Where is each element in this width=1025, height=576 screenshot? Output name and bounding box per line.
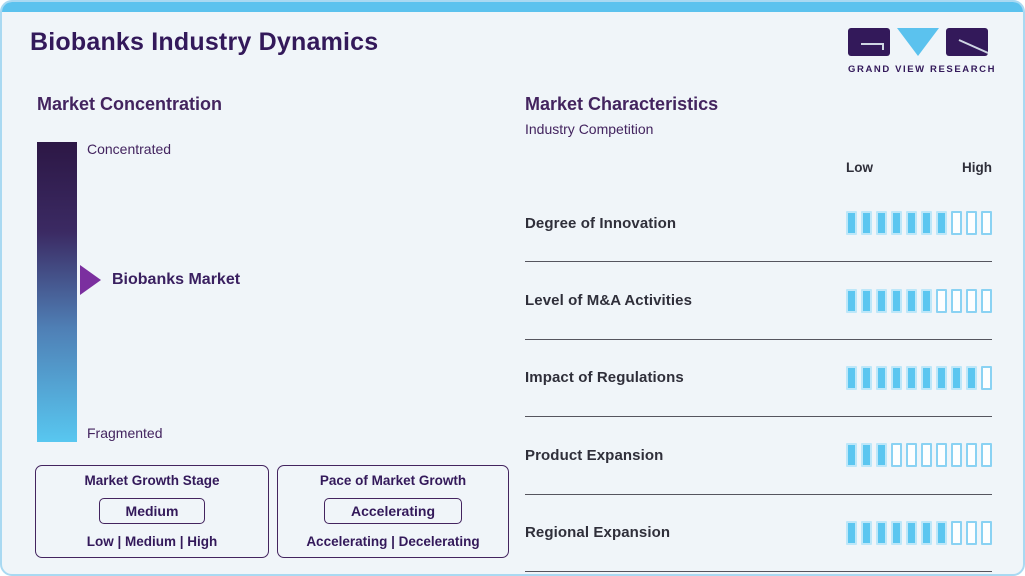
scale-low-label: Low: [846, 160, 873, 175]
rating-bar-filled: [906, 288, 917, 313]
rating-bar-filled: [906, 211, 917, 236]
rating-bar-filled: [876, 211, 887, 236]
rating-bar-empty: [981, 443, 992, 468]
rating-bar-empty: [891, 443, 902, 468]
rating-bar-filled: [906, 520, 917, 545]
rating-bar-filled: [921, 211, 932, 236]
rating-bar-empty: [981, 365, 992, 390]
characteristic-label: Product Expansion: [525, 446, 664, 464]
marker-label: Biobanks Market: [112, 271, 241, 288]
concentration-gradient-bar: [37, 142, 77, 442]
pace-options: Accelerating | Decelerating: [306, 534, 480, 549]
rating-bar-empty: [981, 211, 992, 236]
gvr-logo-g-icon: [848, 28, 890, 56]
rating-bar-filled: [876, 520, 887, 545]
growth-stage-value: Medium: [98, 498, 206, 524]
rating-bar-filled: [891, 288, 902, 313]
rating-bar-empty: [951, 443, 962, 468]
rating-bar-empty: [981, 520, 992, 545]
rating-bars: [846, 211, 992, 236]
rating-bar-filled: [966, 365, 977, 390]
market-position-marker: Biobanks Market: [80, 265, 240, 295]
rating-bar-empty: [951, 520, 962, 545]
rating-bars: [846, 288, 992, 313]
rating-bar-filled: [891, 520, 902, 545]
characteristic-label: Regional Expansion: [525, 524, 671, 542]
rating-bar-filled: [936, 365, 947, 390]
gvr-logo-glyphs: [848, 28, 988, 58]
rating-bar-empty: [981, 288, 992, 313]
rating-bars: [846, 443, 992, 468]
rating-bar-filled: [846, 211, 857, 236]
market-characteristics-title: Market Characteristics: [525, 94, 719, 114]
rating-bar-filled: [846, 443, 857, 468]
rating-bar-filled: [876, 288, 887, 313]
gvr-logo-v-icon: [897, 28, 939, 56]
gvr-logo-r-icon: [946, 28, 988, 56]
rating-bar-empty: [921, 443, 932, 468]
rating-bar-empty: [966, 288, 977, 313]
rating-bar-filled: [891, 211, 902, 236]
rating-bar-filled: [891, 365, 902, 390]
growth-stage-options: Low | Medium | High: [86, 534, 218, 549]
rating-bar-empty: [966, 443, 977, 468]
scale-header: Low High: [846, 160, 992, 175]
characteristic-label: Impact of Regulations: [525, 369, 684, 387]
rating-bar-filled: [906, 365, 917, 390]
rating-bar-filled: [861, 211, 872, 236]
top-accent-bar: [2, 2, 1023, 12]
pace-value: Accelerating: [323, 498, 463, 524]
rating-bar-filled: [861, 365, 872, 390]
rating-bar-filled: [861, 288, 872, 313]
scale-high-label: High: [962, 160, 992, 175]
market-growth-stage-box: Market Growth Stage Medium Low | Medium …: [35, 465, 269, 558]
rating-bar-empty: [936, 443, 947, 468]
characteristic-row: Product Expansion: [525, 417, 992, 495]
pace-title: Pace of Market Growth: [319, 473, 467, 488]
rating-bar-filled: [921, 520, 932, 545]
characteristic-row: Regional Expansion: [525, 495, 992, 572]
rating-bar-filled: [936, 520, 947, 545]
rating-bars: [846, 520, 992, 545]
rating-bar-filled: [876, 443, 887, 468]
rating-bar-empty: [906, 443, 917, 468]
concentrated-label: Concentrated: [87, 141, 172, 157]
market-concentration-title: Market Concentration: [37, 94, 223, 114]
rating-bar-filled: [861, 443, 872, 468]
rating-bar-empty: [936, 288, 947, 313]
rating-bar-filled: [921, 288, 932, 313]
rating-bar-filled: [936, 211, 947, 236]
rating-bar-empty: [951, 211, 962, 236]
rating-bar-filled: [921, 365, 932, 390]
characteristic-label: Degree of Innovation: [525, 214, 677, 232]
characteristic-row: Impact of Regulations: [525, 340, 992, 418]
rating-bar-filled: [846, 288, 857, 313]
rating-bar-filled: [876, 365, 887, 390]
industry-competition-subtitle: Industry Competition: [525, 121, 654, 137]
rating-bar-filled: [846, 520, 857, 545]
marker-arrow-icon: [80, 265, 101, 295]
grand-view-research-logo: GRAND VIEW RESEARCH: [848, 28, 997, 75]
rating-bar-filled: [951, 365, 962, 390]
fragmented-label: Fragmented: [87, 425, 163, 441]
characteristic-label: Level of M&A Activities: [525, 292, 693, 310]
rating-bar-empty: [966, 520, 977, 545]
page-title: Biobanks Industry Dynamics: [30, 28, 379, 56]
rating-bar-empty: [966, 211, 977, 236]
pace-of-growth-box: Pace of Market Growth Accelerating Accel…: [277, 465, 509, 558]
characteristic-row: Degree of Innovation: [525, 185, 992, 263]
rating-bars: [846, 365, 992, 390]
rating-bar-filled: [861, 520, 872, 545]
characteristic-row: Level of M&A Activities: [525, 262, 992, 340]
growth-stage-title: Market Growth Stage: [84, 473, 220, 488]
characteristics-rows: Degree of Innovation Level of M&A Activit…: [525, 185, 992, 572]
rating-bar-empty: [951, 288, 962, 313]
logo-wordmark: GRAND VIEW RESEARCH: [848, 64, 997, 75]
rating-bar-filled: [846, 365, 857, 390]
